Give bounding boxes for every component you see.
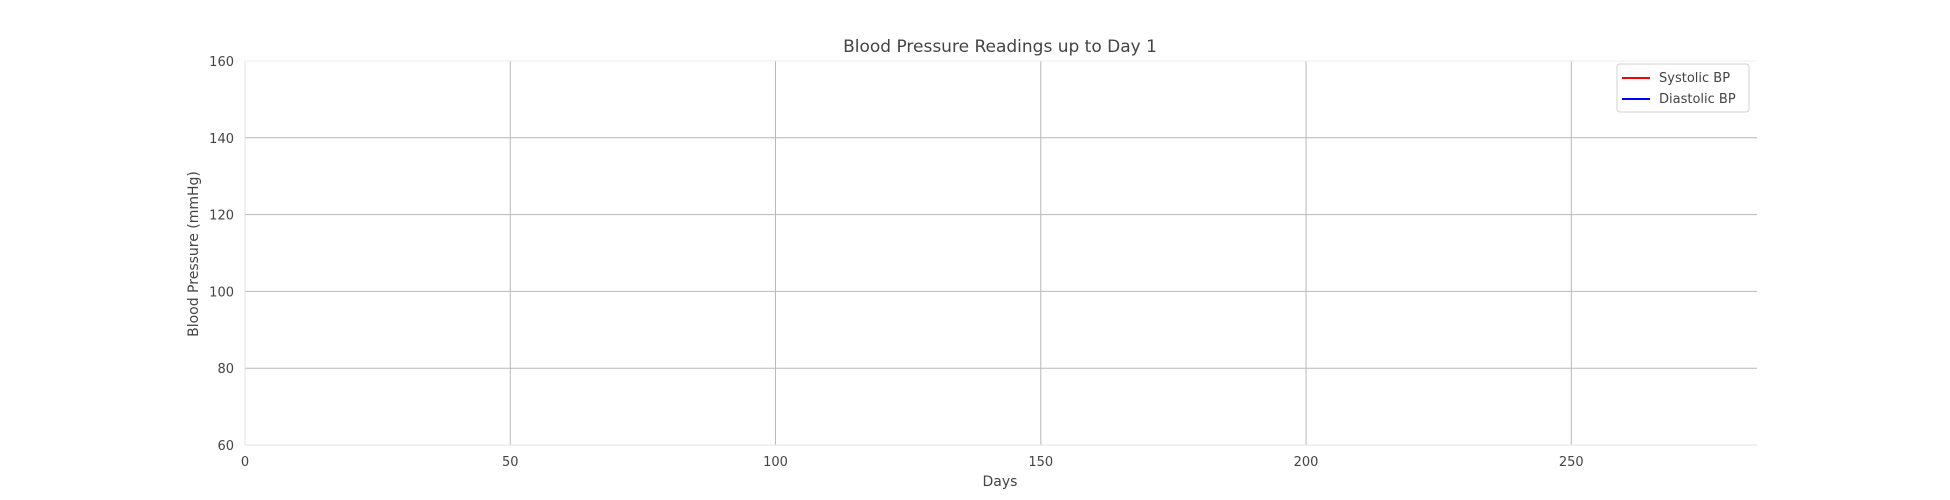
y-tick-label: 140 [209,132,234,147]
chart-legend: Systolic BP Diastolic BP [1616,63,1750,113]
tick-labels: 0 50 100 150 200 250 60 80 100 120 140 160 [209,55,1584,470]
x-tick-label: 150 [1028,455,1053,470]
x-tick-label: 50 [502,455,519,470]
grid-lines [245,61,1757,445]
legend-label-systolic: Systolic BP [1659,71,1730,86]
y-tick-label: 60 [217,439,234,454]
plot-axes [244,60,1757,446]
y-tick-label: 160 [209,55,234,70]
x-tick-label: 0 [241,455,249,470]
x-tick-label: 250 [1559,455,1584,470]
y-tick-label: 100 [209,285,234,300]
y-tick-label: 120 [209,209,234,224]
legend-label-diastolic: Diastolic BP [1659,92,1736,107]
y-tick-label: 80 [217,362,234,377]
chart-title: Blood Pressure Readings up to Day 1 [843,37,1157,57]
y-axis-label: Blood Pressure (mmHg) [186,171,202,337]
x-tick-label: 100 [763,455,788,470]
x-axis-label: Days [983,474,1018,490]
x-tick-label: 200 [1294,455,1319,470]
